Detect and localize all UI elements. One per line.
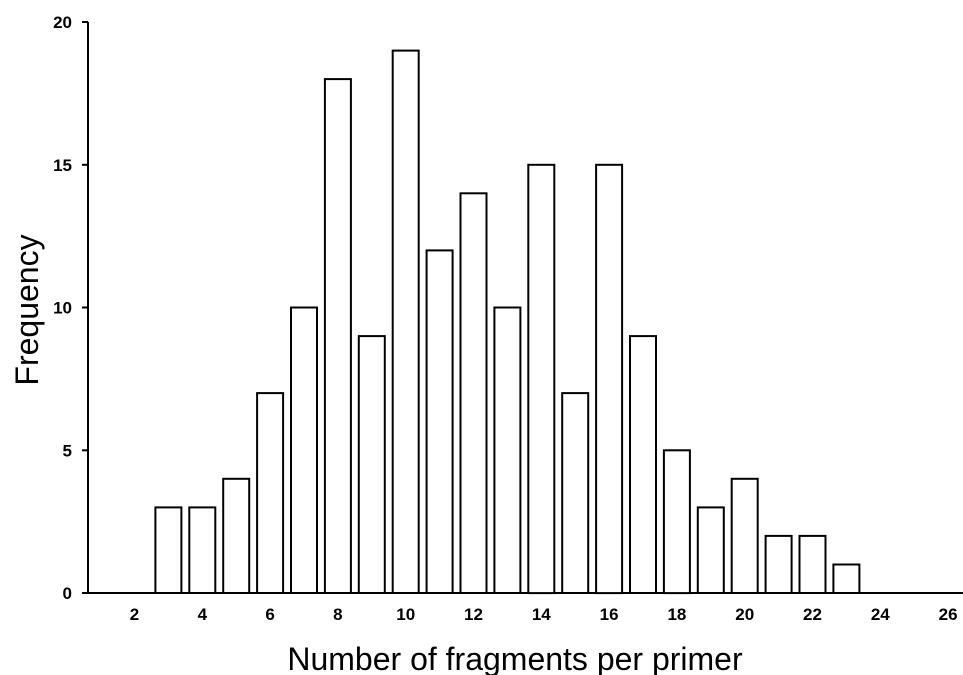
x-tick-label: 6	[265, 605, 274, 624]
bar-3	[154, 506, 183, 594]
bar-18	[662, 449, 691, 595]
bar-21	[764, 534, 793, 595]
x-tick-label: 14	[532, 605, 551, 624]
y-tick-labels: 0 5 10 15 20	[53, 13, 88, 603]
bar-7	[290, 306, 318, 594]
bar-14	[527, 163, 556, 595]
bar-13	[493, 306, 522, 594]
bars	[154, 49, 861, 595]
x-tick-label: 10	[396, 605, 415, 624]
bar-8	[323, 78, 352, 595]
x-tick-labels: 2 4 6 8 10 12 14 16 18 20 22 24 26	[130, 605, 958, 624]
y-tick-label: 10	[53, 299, 72, 318]
x-tick-label: 18	[667, 605, 686, 624]
x-tick-label: 26	[939, 605, 958, 624]
bar-10	[391, 49, 420, 595]
bar-5	[222, 477, 251, 594]
x-tick-label: 22	[803, 605, 822, 624]
bar-17	[629, 335, 657, 594]
bar-9	[357, 335, 386, 594]
y-tick-label: 0	[63, 584, 72, 603]
x-tick-label: 16	[600, 605, 619, 624]
bar-23	[832, 563, 861, 594]
y-tick-label: 20	[53, 13, 72, 32]
x-tick-label: 20	[735, 605, 754, 624]
x-tick-label: 12	[464, 605, 483, 624]
bar-20	[730, 477, 759, 594]
bar-12	[459, 192, 488, 595]
x-axis-label: Number of fragments per primer	[287, 641, 743, 675]
x-tick-label: 24	[871, 605, 890, 624]
x-tick-label: 2	[130, 605, 139, 624]
x-tick-label: 8	[333, 605, 342, 624]
bar-15	[561, 392, 590, 594]
y-axis-label: Frequency	[9, 234, 45, 385]
bar-6	[256, 392, 285, 594]
bar-16	[595, 163, 624, 595]
bar-4	[188, 506, 217, 594]
y-tick-label: 5	[63, 441, 72, 460]
bar-22	[798, 534, 827, 595]
bar-19	[696, 506, 725, 594]
x-tick-label: 4	[198, 605, 208, 624]
bar-11	[425, 249, 454, 594]
y-tick-label: 15	[53, 156, 72, 175]
